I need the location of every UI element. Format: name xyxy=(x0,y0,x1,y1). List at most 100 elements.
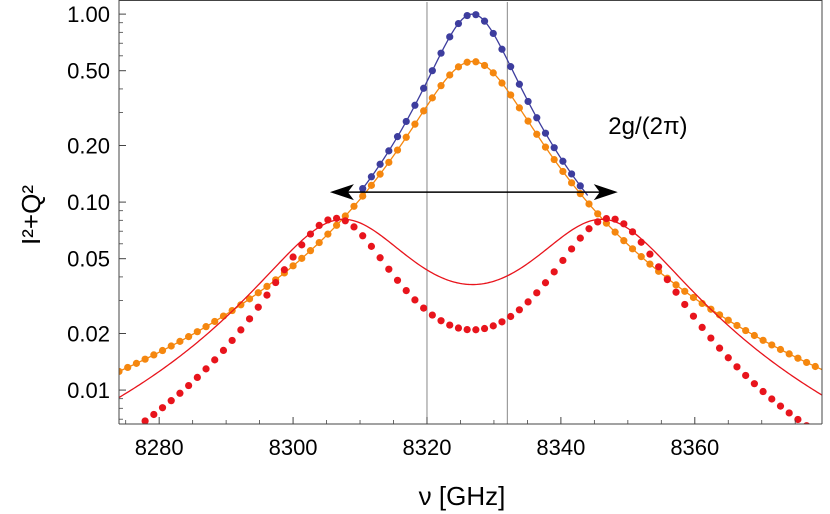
red-data-point xyxy=(263,291,271,299)
orange-data-point xyxy=(515,104,523,112)
orange-data-point xyxy=(385,158,393,166)
blue-data-point xyxy=(420,84,428,92)
red-data-point xyxy=(724,354,732,362)
orange-data-point xyxy=(611,228,619,236)
red-data-point xyxy=(272,278,280,287)
blue-data-point xyxy=(402,117,410,126)
red-data-point xyxy=(150,410,158,419)
orange-data-point xyxy=(742,326,750,335)
orange-data-point xyxy=(402,133,410,141)
orange-data-point xyxy=(768,341,776,349)
red-data-point xyxy=(211,356,219,364)
red-data-point xyxy=(585,225,593,233)
red-data-point xyxy=(385,265,393,273)
red-data-point xyxy=(541,279,550,287)
plot-area: 2g/(2π) xyxy=(119,2,822,424)
orange-data-point xyxy=(119,367,123,376)
orange-data-point xyxy=(776,345,785,354)
x-tick-label: 8280 xyxy=(135,435,184,460)
red-data-point xyxy=(472,326,480,334)
blue-data-point xyxy=(524,97,532,106)
blue-data-point xyxy=(507,63,515,71)
blue-data-point xyxy=(446,33,454,41)
orange-data-point xyxy=(211,317,219,326)
orange-data-point xyxy=(759,336,767,344)
orange-data-point xyxy=(176,337,184,345)
orange-data-point xyxy=(306,247,315,255)
red-data-point xyxy=(489,322,497,330)
red-data-point xyxy=(193,373,201,382)
orange-data-point xyxy=(689,293,698,302)
red-data-point xyxy=(576,234,584,242)
y-tick-label: 0.02 xyxy=(67,321,110,346)
blue-data-point xyxy=(541,129,550,137)
orange-data-point xyxy=(150,351,158,359)
blue-data-point xyxy=(428,67,436,75)
blue-data-point xyxy=(359,184,367,193)
blue-data-point xyxy=(568,170,576,178)
orange-data-point xyxy=(367,181,376,189)
x-tick-label: 8300 xyxy=(269,435,318,460)
red-data-point xyxy=(533,289,541,297)
red-data-point xyxy=(428,311,436,319)
red-data-point xyxy=(454,324,463,332)
y-tick-label: 0.20 xyxy=(67,134,110,159)
red-data-point xyxy=(750,380,758,388)
red-data-point xyxy=(446,321,454,329)
red-data-point xyxy=(646,250,654,258)
blue-data-point xyxy=(498,45,506,53)
x-tick-label: 8360 xyxy=(670,435,719,460)
orange-data-point xyxy=(167,342,175,350)
orange-data-point xyxy=(428,94,436,102)
red-data-point xyxy=(559,256,567,265)
orange-data-point xyxy=(733,321,741,330)
red-data-point xyxy=(367,242,376,250)
red-data-point xyxy=(289,253,297,261)
orange-data-point xyxy=(333,221,341,229)
blue-data-point xyxy=(376,160,384,168)
red-data-point xyxy=(411,296,419,304)
red-data-point xyxy=(437,317,445,325)
red-data-point xyxy=(350,223,358,231)
red-data-point xyxy=(280,266,288,274)
red-data-point xyxy=(602,214,611,223)
red-data-point xyxy=(237,326,245,334)
orange-data-point xyxy=(324,230,332,238)
red-data-point xyxy=(515,306,523,314)
x-axis-title: ν [GHz] xyxy=(419,481,506,511)
blue-data-point xyxy=(480,17,489,25)
splitting-arrow-right-head xyxy=(593,184,618,201)
red-data-point xyxy=(228,336,236,345)
orange-data-point xyxy=(350,202,358,210)
red-data-point xyxy=(742,371,750,380)
red-data-point xyxy=(245,315,254,323)
red-data-point xyxy=(315,221,323,229)
red-data-point xyxy=(785,409,793,417)
blue-data-point xyxy=(454,19,463,28)
orange-data-point xyxy=(568,179,576,187)
blue-data-point xyxy=(576,182,584,190)
red-data-point xyxy=(794,415,802,424)
orange-data-point xyxy=(472,58,480,66)
orange-data-point xyxy=(376,170,384,178)
orange-data-point xyxy=(463,58,471,66)
orange-data-point xyxy=(724,316,732,324)
orange-data-point xyxy=(359,192,367,200)
red-data-point xyxy=(393,276,402,284)
red-data-point xyxy=(141,417,149,424)
orange-data-point xyxy=(393,146,402,154)
blue-data-point xyxy=(559,157,567,165)
orange-data-point xyxy=(480,61,489,70)
orange-data-point xyxy=(637,253,645,261)
blue-data-point xyxy=(393,133,402,141)
orange-data-point xyxy=(193,328,201,336)
red-data-point xyxy=(507,312,515,321)
series-layer xyxy=(119,11,822,424)
orange-data-point xyxy=(185,333,193,341)
orange-data-point xyxy=(576,190,584,198)
orange-data-point xyxy=(315,238,323,247)
red-data-point xyxy=(768,395,776,403)
red-data-point xyxy=(776,402,785,410)
blue-data-point xyxy=(489,29,497,38)
